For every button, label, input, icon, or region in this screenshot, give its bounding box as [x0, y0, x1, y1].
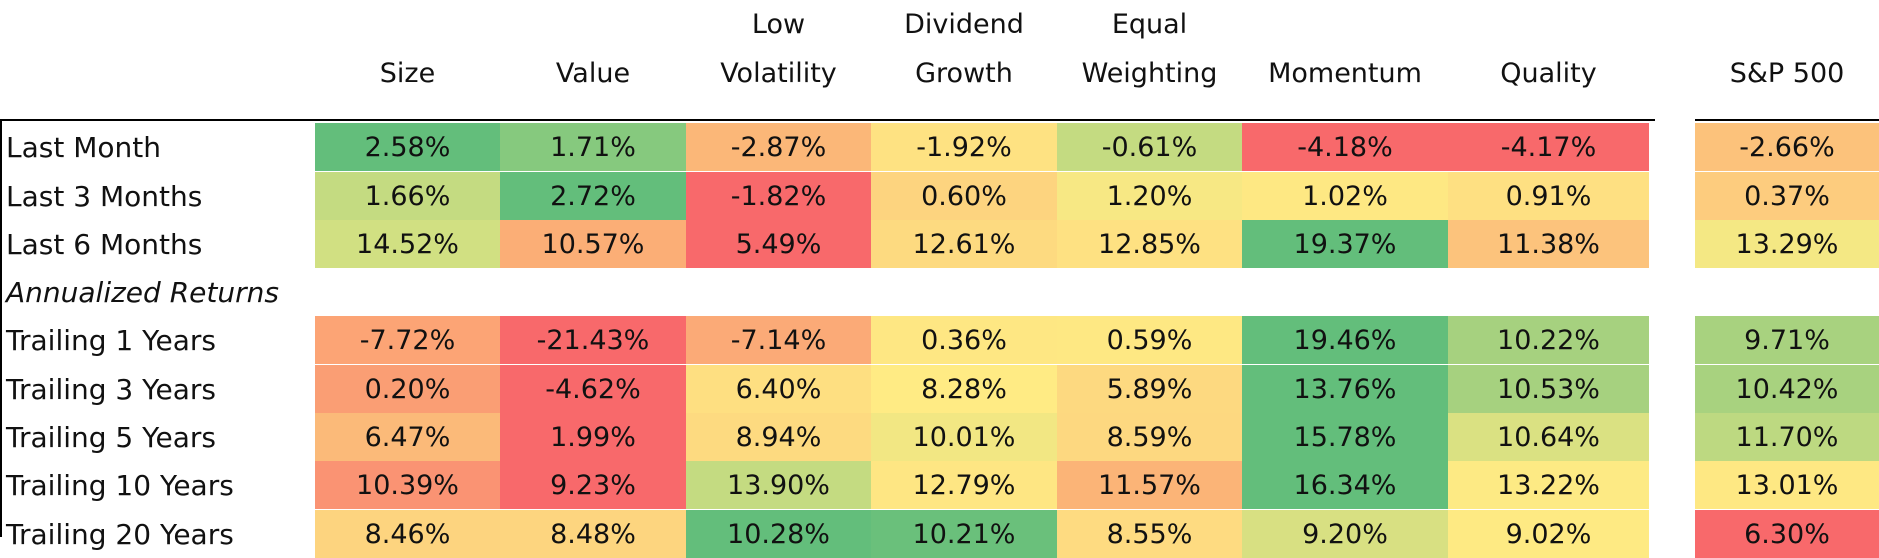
column-header-line: Low — [751, 9, 806, 40]
column-header-low-volatility: Low Volatility — [686, 0, 871, 98]
row-label: Trailing 20 Years — [6, 517, 234, 551]
row-label: Trailing 5 Years — [6, 420, 216, 454]
value-cell-s-p-500: 11.70% — [1695, 413, 1879, 461]
column-header-value: Value — [500, 0, 686, 98]
value-cell-momentum: 1.02% — [1242, 172, 1448, 220]
value-cell-equal-weighting: 8.59% — [1057, 413, 1242, 461]
table-left-border — [0, 119, 2, 537]
value-cell-size: 14.52% — [315, 220, 500, 268]
header-underline-benchmark — [1695, 119, 1879, 121]
column-header-size: Size — [315, 0, 500, 98]
value-cell-dividend-growth: 10.01% — [871, 413, 1057, 461]
value-cell-s-p-500: 0.37% — [1695, 172, 1879, 220]
value-cell-dividend-growth: 12.79% — [871, 461, 1057, 509]
value-cell-momentum: 15.78% — [1242, 413, 1448, 461]
value-cell-equal-weighting: 8.55% — [1057, 510, 1242, 558]
value-cell-value: 8.48% — [500, 510, 686, 558]
value-cell-equal-weighting: 1.20% — [1057, 172, 1242, 220]
value-cell-value: 9.23% — [500, 461, 686, 509]
column-header-equal-weighting: Equal Weighting — [1057, 0, 1242, 98]
value-cell-s-p-500: 10.42% — [1695, 365, 1879, 413]
value-cell-dividend-growth: 10.21% — [871, 510, 1057, 558]
value-cell-low-volatility: 8.94% — [686, 413, 871, 461]
column-header-dividend-growth: Dividend Growth — [871, 0, 1057, 98]
value-cell-quality: 0.91% — [1448, 172, 1649, 220]
column-header-line: Equal — [1111, 9, 1188, 40]
value-cell-quality: 11.38% — [1448, 220, 1649, 268]
section-label: Annualized Returns — [6, 275, 279, 309]
value-cell-quality: 10.53% — [1448, 365, 1649, 413]
value-cell-low-volatility: 10.28% — [686, 510, 871, 558]
column-header-line: Weighting — [1081, 58, 1218, 89]
column-header-line: Momentum — [1268, 58, 1422, 89]
value-cell-momentum: -4.18% — [1242, 123, 1448, 171]
column-header-line: Value — [555, 58, 631, 89]
column-header-line: S&P 500 — [1729, 58, 1845, 89]
value-cell-dividend-growth: 12.61% — [871, 220, 1057, 268]
value-cell-low-volatility: -7.14% — [686, 316, 871, 364]
value-cell-value: 10.57% — [500, 220, 686, 268]
header-underline — [0, 119, 1655, 121]
value-cell-low-volatility: -2.87% — [686, 123, 871, 171]
column-header-momentum: Momentum — [1242, 0, 1448, 98]
value-cell-dividend-growth: 0.36% — [871, 316, 1057, 364]
value-cell-equal-weighting: 12.85% — [1057, 220, 1242, 268]
value-cell-size: -7.72% — [315, 316, 500, 364]
value-cell-momentum: 19.46% — [1242, 316, 1448, 364]
row-label: Last 6 Months — [6, 227, 203, 261]
column-header-s-p-500: S&P 500 — [1695, 0, 1879, 98]
value-cell-low-volatility: 13.90% — [686, 461, 871, 509]
value-cell-quality: 10.22% — [1448, 316, 1649, 364]
value-cell-equal-weighting: 11.57% — [1057, 461, 1242, 509]
value-cell-s-p-500: 13.29% — [1695, 220, 1879, 268]
value-cell-low-volatility: 6.40% — [686, 365, 871, 413]
row-label: Trailing 1 Years — [6, 323, 216, 357]
value-cell-quality: -4.17% — [1448, 123, 1649, 171]
value-cell-size: 0.20% — [315, 365, 500, 413]
value-cell-s-p-500: -2.66% — [1695, 123, 1879, 171]
value-cell-momentum: 19.37% — [1242, 220, 1448, 268]
column-header-line: Volatility — [720, 58, 837, 89]
value-cell-value: 1.71% — [500, 123, 686, 171]
value-cell-size: 1.66% — [315, 172, 500, 220]
value-cell-equal-weighting: 5.89% — [1057, 365, 1242, 413]
value-cell-momentum: 9.20% — [1242, 510, 1448, 558]
value-cell-low-volatility: -1.82% — [686, 172, 871, 220]
value-cell-s-p-500: 6.30% — [1695, 510, 1879, 558]
value-cell-s-p-500: 13.01% — [1695, 461, 1879, 509]
column-header-line: Quality — [1500, 58, 1597, 89]
value-cell-value: 2.72% — [500, 172, 686, 220]
value-cell-low-volatility: 5.49% — [686, 220, 871, 268]
value-cell-size: 6.47% — [315, 413, 500, 461]
value-cell-equal-weighting: 0.59% — [1057, 316, 1242, 364]
value-cell-momentum: 13.76% — [1242, 365, 1448, 413]
value-cell-dividend-growth: 8.28% — [871, 365, 1057, 413]
column-header-quality: Quality — [1448, 0, 1649, 98]
column-header-line: Size — [379, 58, 436, 89]
value-cell-s-p-500: 9.71% — [1695, 316, 1879, 364]
value-cell-momentum: 16.34% — [1242, 461, 1448, 509]
value-cell-dividend-growth: -1.92% — [871, 123, 1057, 171]
row-label: Last 3 Months — [6, 179, 203, 213]
value-cell-size: 2.58% — [315, 123, 500, 171]
value-cell-equal-weighting: -0.61% — [1057, 123, 1242, 171]
value-cell-size: 8.46% — [315, 510, 500, 558]
column-header-line: Dividend — [904, 9, 1024, 40]
value-cell-quality: 10.64% — [1448, 413, 1649, 461]
value-cell-quality: 9.02% — [1448, 510, 1649, 558]
row-label: Trailing 10 Years — [6, 468, 234, 502]
value-cell-quality: 13.22% — [1448, 461, 1649, 509]
row-label: Last Month — [6, 130, 161, 164]
value-cell-value: 1.99% — [500, 413, 686, 461]
row-label: Trailing 3 Years — [6, 372, 216, 406]
value-cell-value: -4.62% — [500, 365, 686, 413]
value-cell-size: 10.39% — [315, 461, 500, 509]
value-cell-value: -21.43% — [500, 316, 686, 364]
column-header-line: Growth — [915, 58, 1013, 89]
value-cell-dividend-growth: 0.60% — [871, 172, 1057, 220]
